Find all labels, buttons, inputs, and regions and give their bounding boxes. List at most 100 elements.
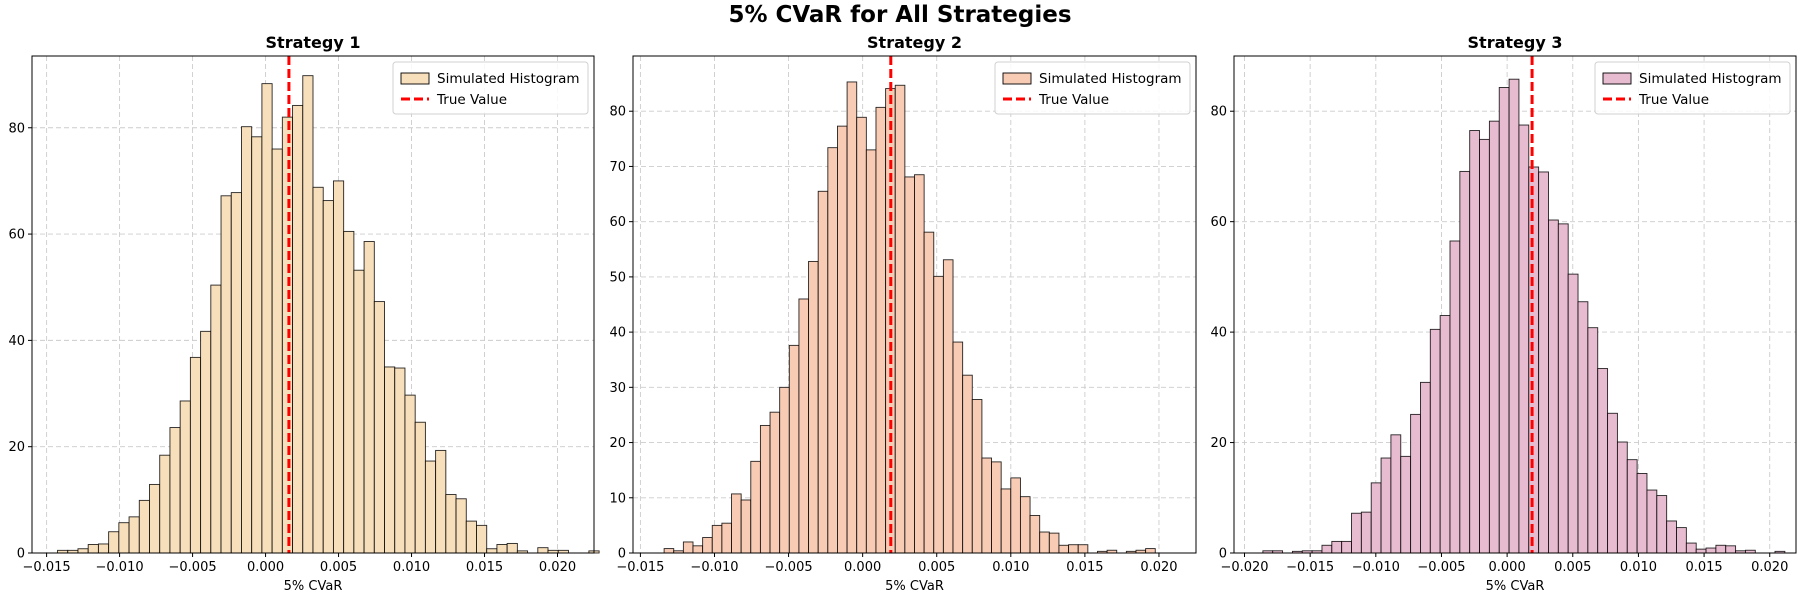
x-tick-label: 0.010 <box>1620 560 1657 575</box>
legend-label-true-value: True Value <box>436 92 507 108</box>
histogram-bar <box>1676 527 1687 554</box>
y-tick-label: 80 <box>1210 105 1227 120</box>
histogram-bar <box>1410 413 1421 554</box>
histogram-bar <box>87 544 99 554</box>
histogram-bar <box>1557 223 1569 554</box>
legend-box <box>1594 61 1791 115</box>
histogram-bar <box>952 341 964 554</box>
histogram-bar <box>1068 544 1079 554</box>
y-tick-label: 10 <box>609 491 626 506</box>
histogram-bar <box>1685 542 1697 554</box>
histogram-bar <box>1010 477 1021 554</box>
histogram-bar <box>1331 540 1343 554</box>
axes-frame <box>632 55 1197 554</box>
histogram-bar <box>128 516 140 554</box>
histogram-bar <box>1607 412 1618 554</box>
x-tick-label: −0.010 <box>96 560 144 575</box>
histogram-bar <box>1341 540 1352 554</box>
histogram-bar <box>1400 455 1412 554</box>
histogram-bar <box>1488 120 1500 554</box>
y-tick-label: 20 <box>609 436 626 451</box>
histogram-bar <box>414 421 426 554</box>
histogram-bar <box>353 269 365 554</box>
histogram-bar <box>271 148 283 554</box>
histogram-bar <box>1508 78 1520 554</box>
histogram-bar <box>312 186 324 554</box>
x-tick-label: −0.015 <box>1286 560 1334 575</box>
axes-frame <box>1233 55 1797 554</box>
histogram-bar <box>663 548 675 554</box>
histogram-bar <box>798 298 810 554</box>
histogram-bar <box>486 548 498 554</box>
histogram-bar <box>332 180 345 554</box>
y-tick-label: 30 <box>609 381 626 396</box>
histogram-bar <box>1019 496 1031 554</box>
histogram-bar <box>1636 473 1648 554</box>
histogram-bar <box>1360 511 1372 554</box>
histogram-bar <box>933 275 944 554</box>
histogram-bar <box>435 449 447 554</box>
panel-title: Strategy 2 <box>867 33 962 52</box>
histogram-bar <box>1518 124 1530 554</box>
histogram-bar <box>261 83 273 554</box>
panel-title: Strategy 3 <box>1468 33 1563 52</box>
x-tick-label: −0.005 <box>1417 560 1465 575</box>
histogram-bar <box>865 149 877 554</box>
histogram-bar <box>942 259 954 554</box>
y-tick-label: 60 <box>1210 215 1227 230</box>
legend-label-histogram: Simulated Histogram <box>1639 71 1782 87</box>
x-tick-label: 0.005 <box>918 560 955 575</box>
chart-panel-1: −0.015 −0.010 −0.005 0.000 0.005 0.010 0.015 0.… <box>8 33 600 594</box>
histogram-bar <box>210 284 222 554</box>
histogram-bar <box>1656 495 1668 554</box>
y-tick-label: 40 <box>609 326 626 341</box>
axes-frame <box>31 55 595 554</box>
histogram-bar <box>837 125 848 554</box>
histogram-bar <box>1616 441 1628 554</box>
histogram-bars <box>663 81 1156 554</box>
histogram-bar <box>292 104 304 554</box>
histogram-bar <box>343 230 355 554</box>
histogram-bar <box>200 330 212 554</box>
histogram-bar <box>981 457 992 554</box>
histogram-bar <box>445 494 457 554</box>
x-axis-label: 5% CVaR <box>284 579 343 594</box>
x-tick-label: −0.010 <box>1352 560 1400 575</box>
histogram-bar <box>1538 171 1549 554</box>
histogram-bar <box>1528 166 1540 554</box>
legend-swatch-histogram <box>1002 72 1032 85</box>
histogram-bar <box>971 399 983 554</box>
y-tick-label: 80 <box>8 121 25 136</box>
legend: Simulated Histogram True Value <box>392 61 589 115</box>
y-tick-label: 20 <box>8 440 25 455</box>
histogram-bar <box>302 75 314 554</box>
histogram-bar <box>1000 488 1012 554</box>
histogram-bar <box>108 531 120 554</box>
legend-label-histogram: Simulated Histogram <box>437 71 580 87</box>
histogram-bar <box>711 524 723 554</box>
histogram-bar <box>817 190 829 554</box>
histogram-bar <box>1626 459 1638 554</box>
x-tick-label: −0.005 <box>765 560 813 575</box>
histogram-bar <box>914 174 925 554</box>
histogram-bar <box>1587 327 1599 554</box>
histogram-bar <box>731 493 742 554</box>
histogram-bar <box>827 147 838 554</box>
y-tick-label: 40 <box>1210 326 1227 341</box>
histogram-bar <box>322 200 334 554</box>
y-tick-label: 80 <box>609 105 626 120</box>
histogram-bar <box>1705 547 1717 554</box>
x-tick-label: 0.020 <box>1751 560 1788 575</box>
x-tick-label: 0.000 <box>247 560 284 575</box>
y-tick-label: 0 <box>1219 547 1227 562</box>
histogram-bar <box>1498 87 1510 554</box>
histogram-bars <box>57 75 600 554</box>
histogram-bars <box>1262 78 1786 554</box>
histogram-bar <box>465 520 477 554</box>
histogram-bar <box>1469 130 1480 554</box>
histogram-bar <box>1666 520 1677 554</box>
histogram-bar <box>1029 514 1041 554</box>
histogram-bar <box>384 366 396 554</box>
histogram-bar <box>1597 368 1609 554</box>
histogram-bar <box>77 548 89 554</box>
